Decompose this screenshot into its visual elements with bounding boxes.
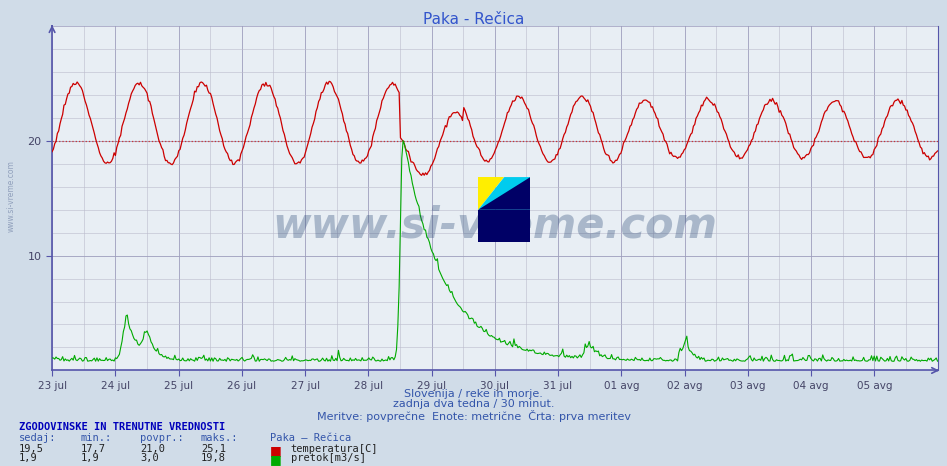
Text: Paka – Rečica: Paka – Rečica [270,433,351,443]
Text: temperatura[C]: temperatura[C] [291,444,378,453]
Polygon shape [478,177,530,210]
Text: zadnja dva tedna / 30 minut.: zadnja dva tedna / 30 minut. [393,399,554,409]
Text: 1,9: 1,9 [19,453,38,463]
Text: pretok[m3/s]: pretok[m3/s] [291,453,366,463]
Text: Slovenija / reke in morje.: Slovenija / reke in morje. [404,389,543,399]
Polygon shape [478,210,530,242]
Text: min.:: min.: [80,433,112,443]
Text: ZGODOVINSKE IN TRENUTNE VREDNOSTI: ZGODOVINSKE IN TRENUTNE VREDNOSTI [19,422,225,432]
Polygon shape [478,177,530,210]
Text: 3,0: 3,0 [140,453,159,463]
Polygon shape [478,177,505,210]
Text: 19,5: 19,5 [19,444,44,453]
Text: 19,8: 19,8 [201,453,225,463]
Text: povpr.:: povpr.: [140,433,184,443]
Text: sedaj:: sedaj: [19,433,57,443]
Text: 21,0: 21,0 [140,444,165,453]
Text: Meritve: povprečne  Enote: metrične  Črta: prva meritev: Meritve: povprečne Enote: metrične Črta:… [316,410,631,422]
Text: www.si-vreme.com: www.si-vreme.com [7,160,16,232]
Text: maks.:: maks.: [201,433,239,443]
Text: 25,1: 25,1 [201,444,225,453]
Text: 17,7: 17,7 [80,444,105,453]
Text: ■: ■ [270,444,281,457]
Text: ■: ■ [270,453,281,466]
Text: Paka - Rečica: Paka - Rečica [422,12,525,27]
Text: 1,9: 1,9 [80,453,99,463]
Text: www.si-vreme.com: www.si-vreme.com [273,205,717,247]
